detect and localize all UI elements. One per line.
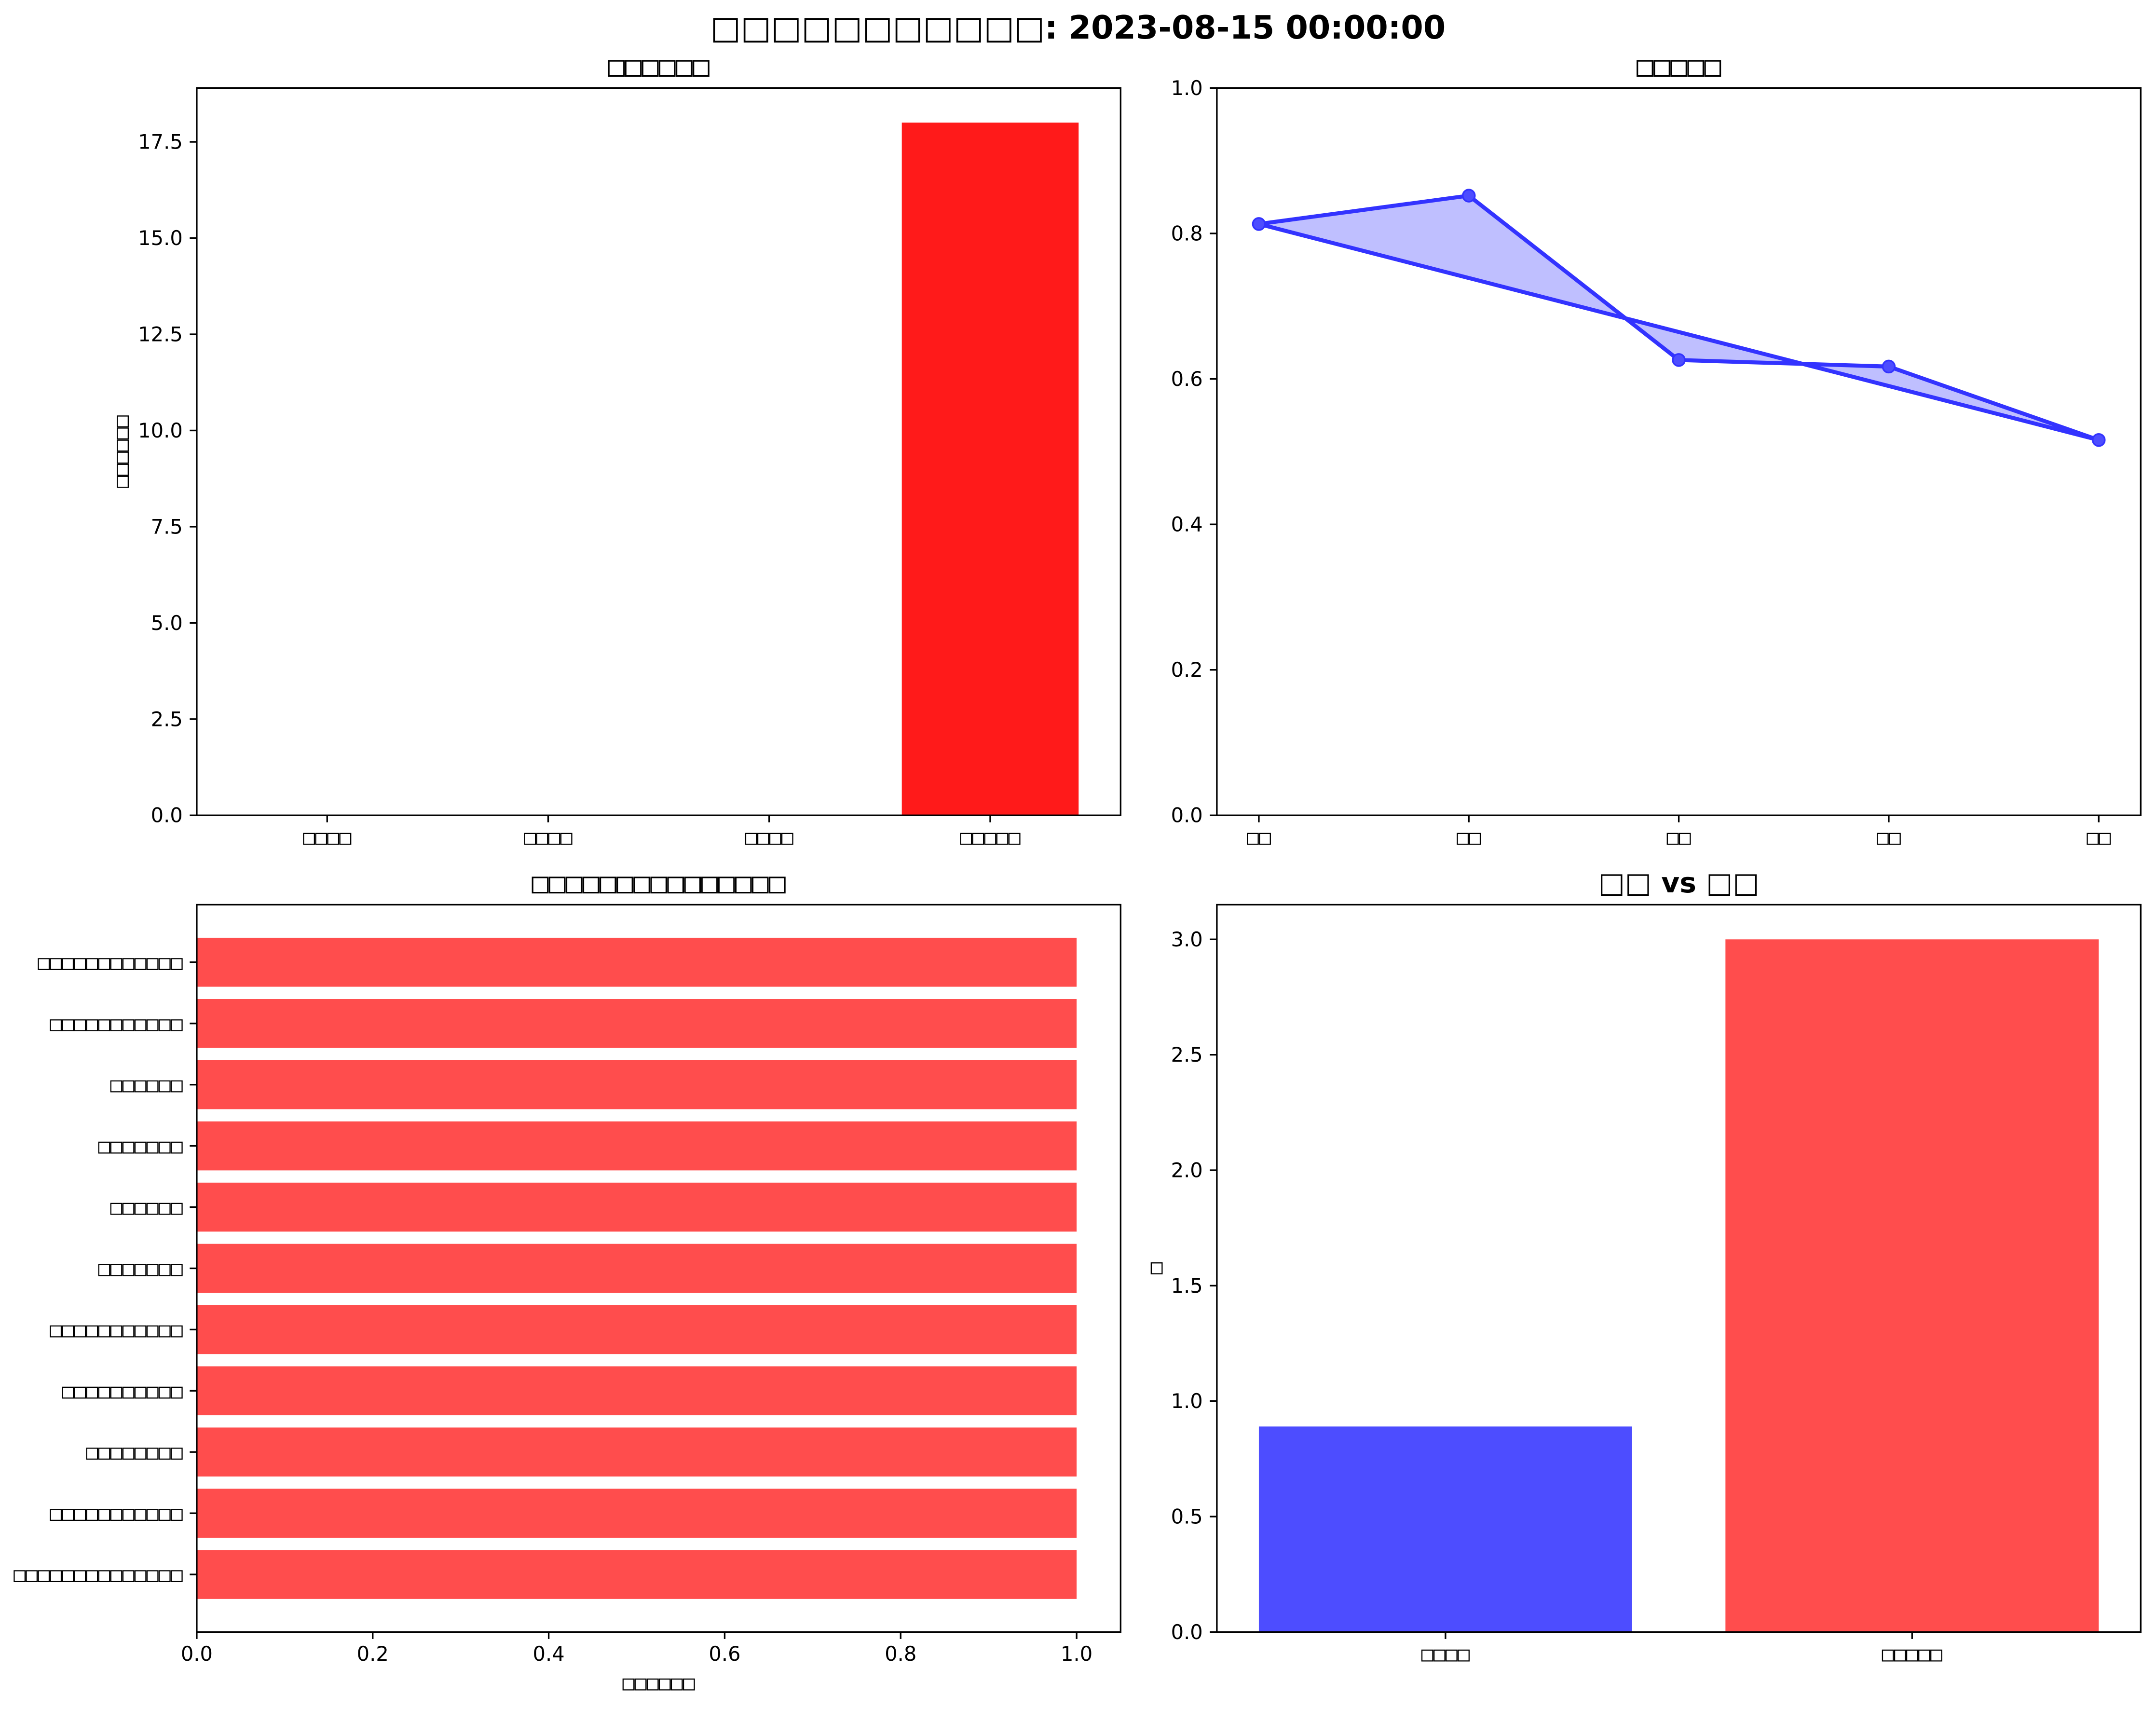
bar bbox=[1725, 939, 2099, 1632]
subplot-bottom-left-hbar-chart: □□□□□□□□□□□□□□□ □□□□□□ □□□□□□□□□□□□□□□□□… bbox=[14, 866, 1122, 1695]
x-tick-label: 0.0 bbox=[181, 1642, 213, 1666]
y-tick-label: 1.0 bbox=[1171, 76, 1203, 100]
axes-frame bbox=[196, 87, 1122, 816]
x-tick-label: □□□□ bbox=[524, 825, 572, 849]
bar bbox=[196, 1366, 1077, 1416]
axes-frame bbox=[1216, 87, 2142, 816]
y-tick-label: 0.0 bbox=[151, 804, 183, 827]
y-tick-label: □□□□□□□□□□ bbox=[62, 1379, 183, 1403]
bar bbox=[196, 1550, 1077, 1599]
y-tick-label: □□□□□□□□□□□□□□ bbox=[14, 1563, 183, 1586]
chart-title: □□□□□□□□□□□□□□□ bbox=[532, 866, 785, 899]
figure-suptitle: □□□□□□□□□□□: 2023-08-15 00:00:00 bbox=[710, 9, 1446, 46]
bar bbox=[196, 938, 1077, 987]
data-point bbox=[2092, 433, 2106, 447]
x-tick-label: □□ bbox=[1457, 825, 1481, 849]
y-tick-label: □□□□□□□□□□□□ bbox=[38, 950, 183, 974]
y-tick-label: 0.0 bbox=[1171, 1620, 1203, 1644]
data-point bbox=[1462, 189, 1476, 203]
y-tick-label: 5.0 bbox=[151, 611, 183, 635]
bar bbox=[196, 1427, 1077, 1477]
bar bbox=[196, 998, 1077, 1048]
series bbox=[1252, 189, 2106, 447]
x-axis-label: □□□□□□ bbox=[622, 1671, 695, 1695]
x-tick-label: 0.2 bbox=[357, 1642, 389, 1666]
subplot-bottom-right-bar-chart: □□ vs □□ □ □□□□ □□□□□0.00.51.01.52.02.53.… bbox=[1143, 866, 2142, 1666]
y-tick-label: □□□□□□ bbox=[110, 1073, 183, 1096]
bar bbox=[196, 1489, 1077, 1538]
y-tick-label: □□□□□□□□ bbox=[86, 1440, 182, 1464]
y-tick-label: 0.0 bbox=[1171, 804, 1203, 827]
y-tick-label: □□□□□□□□□□□ bbox=[50, 1012, 183, 1035]
chart-title: □□□□□□ bbox=[608, 50, 710, 82]
subplot-top-left-bar-chart: □□□□□□ □□□□□□ □□□□ □□□□ □□□□ □□□□□0.02.55.0… bbox=[109, 50, 1122, 849]
x-tick-label: 0.6 bbox=[709, 1642, 740, 1666]
y-tick-label: 7.5 bbox=[151, 515, 183, 538]
y-tick-label: 2.0 bbox=[1171, 1159, 1203, 1182]
bar bbox=[196, 1244, 1077, 1293]
y-tick-label: 15.0 bbox=[138, 226, 183, 250]
x-tick-label: □□□□ bbox=[303, 825, 351, 849]
data-point bbox=[1252, 217, 1266, 231]
y-tick-label: □□□□□□□□□□□ bbox=[50, 1318, 183, 1341]
y-tick-label: 0.2 bbox=[1171, 658, 1203, 682]
bar bbox=[1258, 1426, 1632, 1632]
y-axis-label: □ bbox=[1143, 1262, 1167, 1274]
bars bbox=[1258, 939, 2099, 1632]
y-tick-label: 0.6 bbox=[1171, 367, 1203, 391]
x-tick-label: □□ bbox=[1877, 825, 1901, 849]
data-point bbox=[1672, 353, 1686, 367]
x-tick-label: □□□□□ bbox=[960, 825, 1020, 849]
chart-title: □□ vs □□ bbox=[1598, 866, 1760, 899]
axes-frame bbox=[1216, 903, 2142, 1633]
y-tick-label: 2.5 bbox=[1171, 1043, 1203, 1066]
bar bbox=[901, 123, 1079, 816]
area-fill bbox=[1258, 195, 2099, 440]
chart-title: □□□□□ bbox=[1637, 50, 1721, 82]
bars bbox=[196, 938, 1077, 1599]
bars bbox=[901, 123, 1079, 816]
x-tick-label: □□ bbox=[1247, 825, 1271, 849]
x-tick-label: □□ bbox=[2087, 825, 2111, 849]
x-tick-label: 1.0 bbox=[1061, 1642, 1092, 1666]
x-tick-label: □□ bbox=[1667, 825, 1691, 849]
subplot-top-right-line-chart: □□□□□ □□ □□ □□ □□ □□ 0.0 0.2 0.4 0.6 0.8 1.0 bbox=[1171, 50, 2142, 849]
x-tick-label: □□□□□ bbox=[1882, 1642, 1942, 1666]
y-axis-label: □□□□□□ bbox=[109, 415, 133, 488]
y-tick-label: 10.0 bbox=[138, 419, 183, 442]
y-tick-label: □□□□□□ bbox=[110, 1195, 183, 1219]
y-tick-label: 0.8 bbox=[1171, 221, 1203, 245]
y-tick-label: 12.5 bbox=[138, 323, 183, 346]
y-tick-label: 1.5 bbox=[1171, 1274, 1203, 1298]
y-tick-label: □□□□□□□ bbox=[98, 1257, 182, 1280]
bar bbox=[196, 1305, 1077, 1354]
y-tick-label: 0.5 bbox=[1171, 1505, 1203, 1529]
axes-frame bbox=[196, 903, 1122, 1633]
data-point bbox=[1882, 359, 1896, 374]
y-tick-label: □□□□□□□□□□□ bbox=[50, 1502, 183, 1525]
y-tick-label: 0.4 bbox=[1171, 513, 1203, 536]
bar bbox=[196, 1121, 1077, 1171]
y-tick-label: □□□□□□□ bbox=[98, 1134, 182, 1158]
x-tick-label: □□□□ bbox=[1421, 1642, 1470, 1666]
y-tick-label: 17.5 bbox=[138, 130, 183, 154]
x-tick-label: 0.4 bbox=[533, 1642, 565, 1666]
x-tick-label: 0.8 bbox=[885, 1642, 916, 1666]
series-line bbox=[1256, 193, 2101, 442]
y-tick-label: 3.0 bbox=[1171, 928, 1203, 951]
bar bbox=[196, 1060, 1077, 1109]
x-tick-label: □□□□ bbox=[745, 825, 793, 849]
y-tick-label: 2.5 bbox=[151, 707, 183, 731]
bar bbox=[196, 1182, 1077, 1232]
y-tick-label: 1.0 bbox=[1171, 1389, 1203, 1413]
